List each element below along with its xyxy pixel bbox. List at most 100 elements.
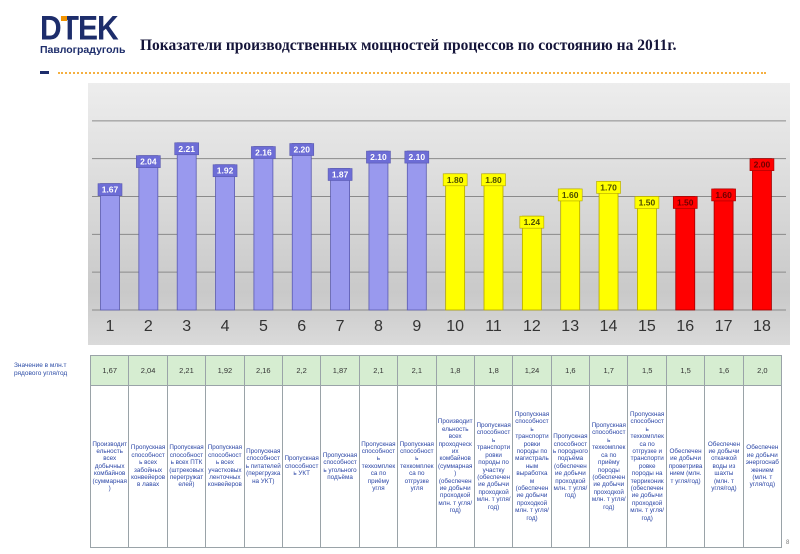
header-divider-mark — [40, 71, 49, 74]
description-text: Пропускная способность всех участковых л… — [207, 444, 243, 489]
description-text: Пропускная способность техкомплекса по о… — [630, 410, 665, 522]
data-label-6: 2.20 — [293, 145, 310, 155]
bar-12 — [521, 215, 542, 311]
data-label-12: 1.24 — [524, 217, 541, 227]
description-text: Обеспечение добычи откачкой воды из шахт… — [707, 440, 740, 493]
description-cell-4: Пропускная способность всех участковых л… — [206, 386, 245, 548]
description-text: Пропускная способность угольного подъёма — [322, 451, 358, 481]
data-label-box-16 — [672, 196, 698, 209]
description-cell-18: Обеспечение добычи энергоснабжением (млн… — [743, 386, 783, 548]
x-tick-label-4: 4 — [221, 318, 230, 335]
description-text: Пропускная способность транспортировки п… — [514, 410, 550, 522]
value-cell-7: 1,87 — [321, 356, 360, 386]
data-label-box-11 — [481, 173, 506, 187]
data-label-3: 2.21 — [178, 144, 195, 154]
data-label-15: 1.50 — [639, 198, 656, 208]
data-label-8: 2.10 — [370, 152, 387, 162]
data-label-17: 1.60 — [715, 190, 732, 200]
bar-11 — [483, 173, 504, 311]
data-label-13: 1.60 — [562, 190, 579, 200]
description-cell-15: Пропускная способность техкомплекса по о… — [628, 386, 667, 548]
value-cell-2: 2,04 — [129, 356, 168, 386]
x-tick-label-6: 6 — [297, 318, 306, 335]
bar-9 — [406, 150, 427, 311]
company-logo: DTEK — [40, 9, 119, 48]
bar-6 — [291, 143, 312, 311]
data-label-box-9 — [404, 150, 430, 164]
description-cell-1: Производительность всех добычных комбайн… — [91, 386, 130, 548]
description-cell-12: Пропускная способность транспортировки п… — [513, 386, 552, 548]
value-cell-13: 1,6 — [551, 356, 591, 386]
x-tick-label-8: 8 — [374, 318, 383, 335]
bar-16 — [675, 196, 696, 311]
bar-5 — [253, 146, 274, 311]
description-text: Пропускная способность УКТ — [284, 455, 319, 478]
bar-3 — [176, 142, 197, 311]
description-text: Пропускная способность всех ПТК (штреков… — [169, 444, 204, 489]
bar-chart: 1.67 1 2.04 2 2.21 3 1.92 4 2.16 5 2.20 6 1.87 7 2.10 8… — [92, 120, 786, 335]
chart-area: 1.67 1 2.04 2 2.21 3 1.92 4 2.16 5 2.20 6 1.87 7 2.10 8… — [88, 83, 790, 345]
bar-4 — [215, 164, 235, 311]
description-text: Пропускная способность транспортировки п… — [476, 422, 511, 511]
data-label-18: 2.00 — [754, 160, 771, 170]
x-tick-label-14: 14 — [600, 318, 618, 335]
data-label-box-18 — [749, 158, 775, 171]
bar-7 — [330, 168, 351, 311]
data-label-box-7 — [327, 168, 353, 181]
value-cell-3: 2,21 — [167, 356, 207, 386]
description-cell-8: Пропускная способность техкомплекса по п… — [359, 386, 399, 548]
description-cell-13: Пропускная способность породного подъёма… — [551, 386, 591, 548]
data-label-2: 2.04 — [140, 157, 157, 167]
bar-10 — [445, 173, 466, 311]
data-label-box-17 — [711, 188, 736, 202]
value-cell-8: 2,1 — [359, 356, 399, 386]
logo-accent-mark — [61, 16, 67, 21]
description-text: Пропускная способность техкомплекса по о… — [399, 440, 434, 493]
data-label-5: 2.16 — [255, 148, 272, 158]
description-cell-14: Пропускная способность техкомплекса по п… — [590, 386, 629, 548]
value-cell-15: 1,5 — [628, 356, 667, 386]
data-label-box-6 — [289, 143, 315, 156]
description-cell-11: Пропускная способность транспортировки п… — [474, 386, 514, 548]
data-label-1: 1.67 — [102, 185, 119, 195]
x-tick-label-2: 2 — [144, 318, 153, 335]
value-cell-17: 1,6 — [705, 356, 744, 386]
data-label-box-15 — [634, 196, 660, 209]
x-tick-label-13: 13 — [561, 318, 579, 335]
description-text: Пропускная способность породного подъёма… — [552, 433, 588, 500]
value-cell-6: 2,2 — [282, 356, 322, 386]
data-label-16: 1.50 — [677, 198, 694, 208]
value-cell-9: 2,1 — [398, 356, 437, 386]
description-text: Производительность всех добычных комбайн… — [92, 440, 128, 493]
data-label-box-5 — [251, 146, 276, 159]
x-tick-label-18: 18 — [753, 318, 771, 335]
bar-18 — [752, 158, 772, 311]
data-label-7: 1.87 — [332, 170, 349, 180]
x-tick-label-9: 9 — [412, 318, 421, 335]
data-label-10: 1.80 — [447, 175, 464, 185]
description-text: Пропускная способность питателей (перегр… — [245, 447, 281, 485]
description-text: Обеспечение добычи проветриванием (млн. … — [668, 447, 703, 485]
x-tick-label-16: 16 — [676, 318, 694, 335]
value-cell-1: 1,67 — [91, 356, 130, 386]
data-label-box-4 — [212, 164, 238, 178]
bar-15 — [637, 196, 657, 311]
data-label-box-10 — [442, 173, 468, 187]
data-label-box-14 — [596, 181, 621, 194]
x-tick-label-3: 3 — [182, 318, 191, 335]
description-cell-7: Пропускная способность угольного подъёма — [321, 386, 360, 548]
value-cell-18: 2,0 — [743, 356, 783, 386]
bar-14 — [598, 180, 619, 311]
x-tick-label-1: 1 — [106, 318, 115, 335]
x-tick-label-5: 5 — [259, 318, 268, 335]
slide-title: Показатели производственных мощностей пр… — [140, 37, 677, 54]
description-cell-3: Пропускная способность всех ПТК (штреков… — [167, 386, 207, 548]
description-text: Пропускная способность всех забойных кон… — [130, 444, 166, 489]
data-label-box-3 — [174, 142, 199, 156]
description-text: Обеспечение добычи энергоснабжением (млн… — [745, 444, 779, 489]
data-label-box-2 — [136, 155, 161, 168]
value-cell-14: 1,7 — [590, 356, 629, 386]
x-tick-label-15: 15 — [638, 318, 656, 335]
description-cell-10: Производительность всех проходческих ком… — [436, 386, 475, 548]
description-text: Пропускная способность техкомплекса по п… — [591, 422, 626, 511]
